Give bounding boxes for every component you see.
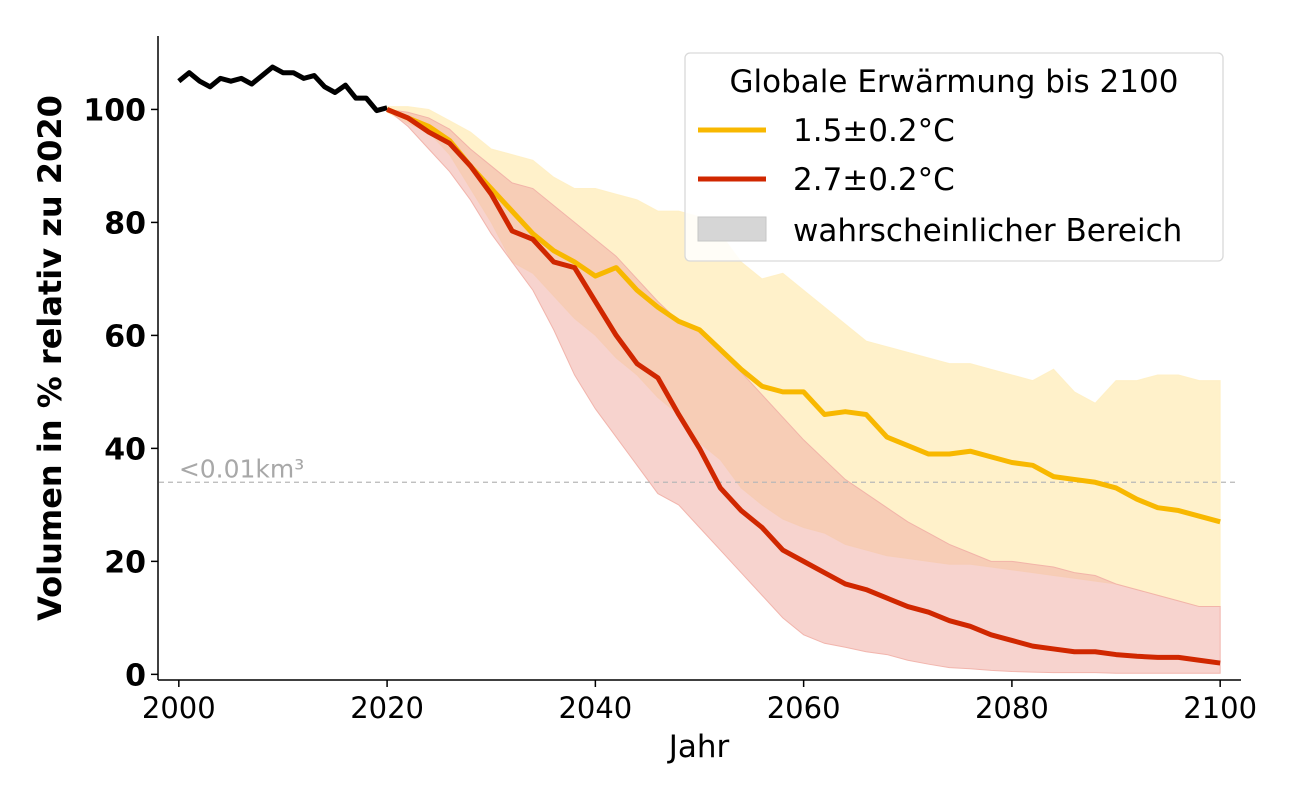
x-ticks: 2000 2020 2040 2060 2080 2100 xyxy=(142,680,1257,725)
legend-label-1-5-0-2-c: 1.5±0.2°C xyxy=(793,113,955,149)
x-axis-title: Jahr xyxy=(667,729,730,765)
legend-entries: 1.5±0.2°C 2.7±0.2°C wahrscheinlicher Berei… xyxy=(697,113,1182,249)
y-ticks: 0 20 40 60 80 100 xyxy=(83,93,158,693)
legend-label-range: wahrscheinlicher Bereich xyxy=(793,213,1182,249)
y-tick-label: 80 xyxy=(104,206,146,241)
legend-frame xyxy=(684,52,1224,262)
axes xyxy=(157,36,1241,681)
x-tick-label: 2020 xyxy=(350,691,424,725)
y-tick-label: 60 xyxy=(104,319,146,354)
series-lines xyxy=(177,64,1221,666)
x-tick-label: 2040 xyxy=(558,691,632,725)
threshold-annotation: <0.01km³ xyxy=(159,454,1239,483)
historical-line xyxy=(177,64,388,114)
threshold-label: <0.01km³ xyxy=(179,454,304,483)
y-axis-title: Volumen in % relativ zu 2020 xyxy=(31,95,69,621)
legend-title: Globale Erwärmung bis 2100 xyxy=(730,64,1179,100)
series-line-1-5-0-2-c xyxy=(386,107,1221,525)
y-tick-label: 20 xyxy=(104,545,146,580)
x-tick-label: 2080 xyxy=(975,691,1049,725)
x-tick-label: 2100 xyxy=(1183,691,1257,725)
y-tick-label: 100 xyxy=(83,93,146,128)
legend-label-2-7-0-2-c: 2.7±0.2°C xyxy=(793,162,955,198)
x-tick-label: 2000 xyxy=(142,691,216,725)
y-tick-label: 0 xyxy=(125,658,146,693)
legend: Globale Erwärmung bis 2100 1.5±0.2°C 2.7±… xyxy=(684,52,1224,262)
y-tick-label: 40 xyxy=(104,432,146,467)
x-tick-label: 2060 xyxy=(767,691,841,725)
series-line-2-7-0-2-c xyxy=(386,107,1221,666)
legend-swatch-range xyxy=(697,216,767,242)
